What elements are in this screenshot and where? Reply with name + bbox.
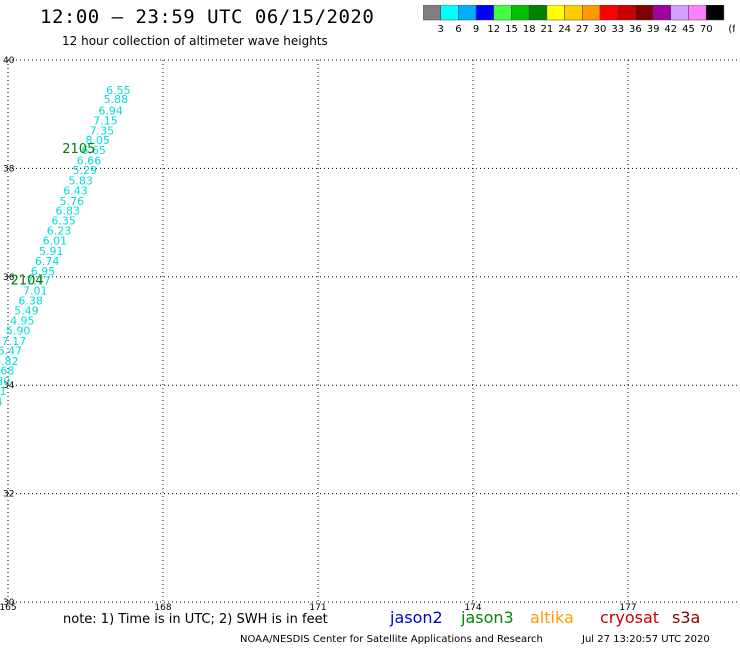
colorbar-unit-label: (ft): [728, 24, 735, 35]
wave-height-label: 6.24: [0, 395, 3, 408]
lon-tick-label: 168: [154, 603, 171, 610]
colorbar-tick-label: 45: [682, 24, 695, 35]
wave-height-label: 5.76: [60, 195, 85, 208]
lat-tick-label: 38: [3, 164, 15, 174]
wave-height-label: 5.83: [68, 174, 93, 187]
colorbar-tick-label: 3: [438, 24, 444, 35]
lat-tick-label: 32: [3, 490, 14, 500]
wave-height-label: 5.29: [73, 164, 98, 177]
colorbar-tick-label: 12: [487, 24, 500, 35]
time-label: 2105: [62, 142, 95, 157]
map-grid: [7, 59, 738, 603]
satellite-jason2-label: jason2: [390, 608, 443, 627]
wave-height-label: 6.47: [0, 345, 22, 358]
wave-height-label: 6.74: [35, 255, 60, 268]
wave-height-label: 7.15: [93, 115, 118, 128]
wave-height-label: 6.95: [31, 265, 56, 278]
lon-tick-label: 177: [619, 603, 636, 610]
wave-height-label: 6.43: [63, 185, 88, 198]
satellite-altika-label: altika: [530, 608, 574, 627]
wave-height-label: 6.81: [0, 385, 7, 398]
satellite-s3a-label: s3a: [672, 608, 701, 627]
wave-height-label: 7.17: [2, 335, 27, 348]
colorbar-tick-label: 27: [576, 24, 589, 35]
wave-height-label: 5.49: [14, 304, 39, 317]
footer-note: note: 1) Time is in UTC; 2) SWH is in fe…: [63, 612, 328, 627]
lat-tick-label: 40: [3, 56, 15, 66]
wave-height-label: 6.94: [98, 104, 123, 117]
lon-tick-label: 171: [309, 603, 326, 610]
wave-height-label: 8.05: [86, 134, 111, 147]
wave-height-label: 6.23: [47, 225, 72, 238]
wave-height-label: 5.88: [104, 93, 129, 106]
wave-height-label: 4.95: [10, 315, 35, 328]
wave-height-label: 6.65: [81, 144, 106, 157]
wave-height-label: 6.35: [51, 214, 76, 227]
generated-timestamp: Jul 27 13:20:57 UTC 2020: [582, 634, 710, 645]
wave-height-label: 5.80: [0, 375, 10, 388]
chart-subtitle: 12 hour collection of altimeter wave hei…: [62, 34, 328, 48]
satellite-jason3-label: jason3: [461, 608, 514, 627]
credit-text: NOAA/NESDIS Center for Satellite Applica…: [240, 634, 543, 645]
satellite-cryosat-label: cryosat: [600, 608, 660, 627]
chart-title: 12:00 – 23:59 UTC 06/15/2020: [40, 6, 375, 28]
colorbar-tick-label: 24: [558, 24, 571, 35]
wave-height-map: 165 168 171 174 1774038363432306.555.886.947…: [0, 56, 738, 610]
lat-tick-label: 30: [3, 598, 15, 608]
time-label: 2104: [11, 274, 44, 289]
colorbar-tick-label: 6: [455, 24, 461, 35]
lat-tick-label: 36: [3, 273, 15, 283]
wave-height-label: 7.35: [90, 124, 115, 137]
wave-height-track: 6.555.886.947.157.358.056.656.665.295.83…: [0, 84, 131, 409]
lat-tick-label: 34: [3, 381, 15, 391]
colorbar-tick-label: 9: [473, 24, 479, 35]
colorbar-tick-label: 42: [664, 24, 677, 35]
wave-height-label: 5.68: [0, 365, 14, 378]
lon-tick-label: 174: [464, 603, 481, 610]
colorbar-tick-label: 30: [594, 24, 607, 35]
wave-height-label: 6.83: [56, 205, 81, 218]
colorbar-swatch: [705, 5, 725, 21]
wave-height-label: 6.01: [43, 234, 68, 247]
colorbar-tick-label: 15: [505, 24, 518, 35]
colorbar-tick-label: 36: [629, 24, 642, 35]
wave-height-label: 5.91: [39, 245, 64, 258]
wave-height-label: 6.55: [106, 84, 130, 97]
wave-height-label: 7.77: [26, 275, 51, 288]
colorbar-tick-label: 21: [541, 24, 554, 35]
wave-height-label: 7.01: [23, 284, 48, 297]
wave-height-label: 6.66: [77, 154, 102, 167]
wave-height-label: 5.90: [6, 324, 31, 337]
colorbar-tick-label: 33: [611, 24, 624, 35]
colorbar-tick-label: 18: [523, 24, 536, 35]
colorbar-tick-label: 39: [647, 24, 660, 35]
lon-tick-label: 165: [0, 603, 17, 610]
colorbar-tick-label: 70: [700, 24, 713, 35]
wave-height-label: 6.38: [18, 295, 43, 308]
wave-height-label: 6.82: [0, 355, 19, 368]
